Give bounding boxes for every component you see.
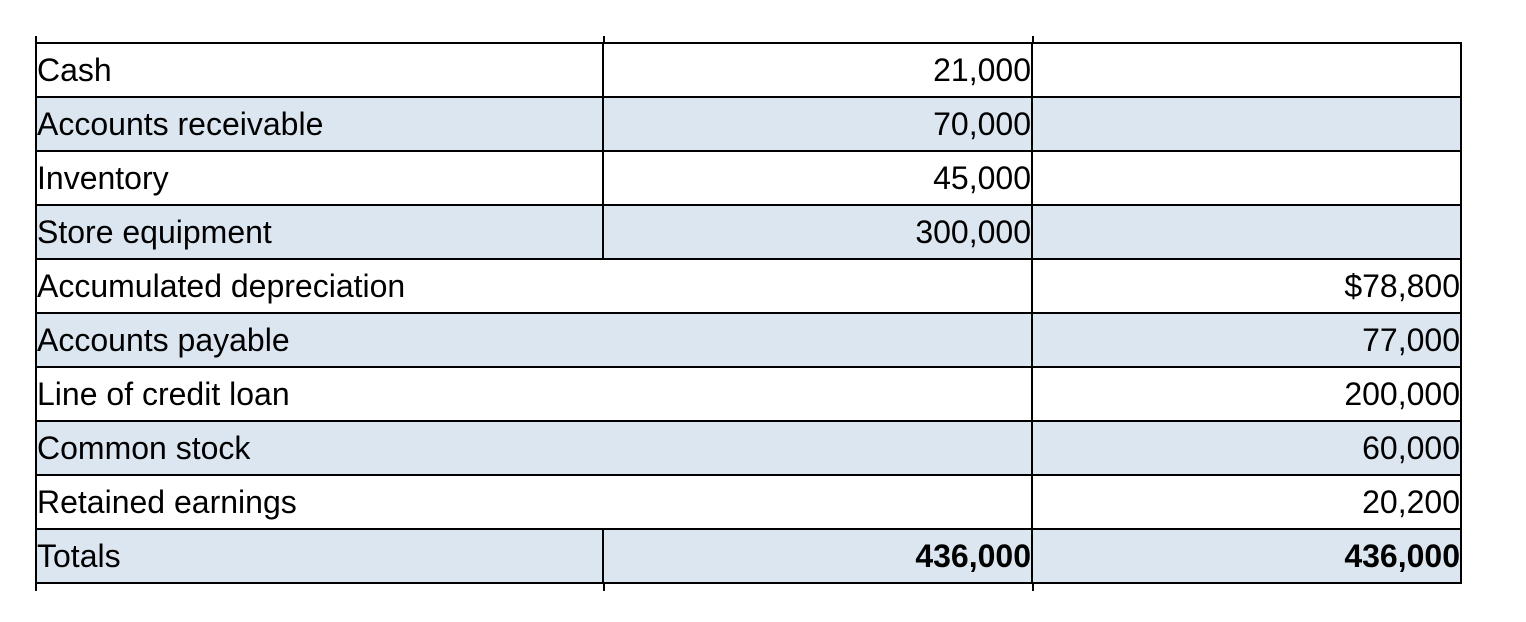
account-name-cell-merged: Retained earnings [35, 474, 1033, 530]
table-row: Common stock 60,000 [35, 420, 1462, 476]
table-row: Line of credit loan 200,000 [35, 366, 1462, 422]
account-name-cell-merged: Accounts payable [35, 312, 1033, 368]
credit-cell [1031, 96, 1462, 152]
credit-cell: $78,800 [1031, 258, 1462, 314]
debit-cell: 70,000 [602, 96, 1033, 152]
account-name-cell: Cash [35, 42, 604, 98]
totals-debit-cell: 436,000 [602, 528, 1033, 584]
credit-cell [1031, 204, 1462, 260]
gridline-stub [603, 36, 605, 42]
table-row: Accounts receivable 70,000 [35, 96, 1462, 152]
credit-cell [1031, 42, 1462, 98]
account-name-cell: Accounts receivable [35, 96, 604, 152]
table-row: Store equipment 300,000 [35, 204, 1462, 260]
credit-cell: 200,000 [1031, 366, 1462, 422]
credit-cell [1031, 150, 1462, 206]
table-row: Accumulated depreciation $78,800 [35, 258, 1462, 314]
account-name-cell-merged: Common stock [35, 420, 1033, 476]
account-name-cell: Inventory [35, 150, 604, 206]
table-row: Inventory 45,000 [35, 150, 1462, 206]
account-name-cell: Store equipment [35, 204, 604, 260]
debit-cell: 21,000 [602, 42, 1033, 98]
totals-credit-cell: 436,000 [1031, 528, 1462, 584]
credit-cell: 20,200 [1031, 474, 1462, 530]
gridline-stub [603, 584, 605, 591]
table-row: Cash 21,000 [35, 42, 1462, 98]
table-row: Retained earnings 20,200 [35, 474, 1462, 530]
debit-cell: 45,000 [602, 150, 1033, 206]
totals-label-cell: Totals [35, 528, 604, 584]
account-name-cell-merged: Line of credit loan [35, 366, 1033, 422]
totals-row: Totals 436,000 436,000 [35, 528, 1462, 584]
account-name-cell-merged: Accumulated depreciation [35, 258, 1033, 314]
credit-cell: 77,000 [1031, 312, 1462, 368]
debit-cell: 300,000 [602, 204, 1033, 260]
gridline-stub [35, 36, 37, 42]
gridline-stub [35, 584, 37, 591]
gridline-stub [1032, 584, 1034, 591]
credit-cell: 60,000 [1031, 420, 1462, 476]
trial-balance-table: Cash 21,000 Accounts receivable 70,000 I… [35, 42, 1462, 584]
table-row: Accounts payable 77,000 [35, 312, 1462, 368]
gridline-stub [1032, 36, 1034, 42]
